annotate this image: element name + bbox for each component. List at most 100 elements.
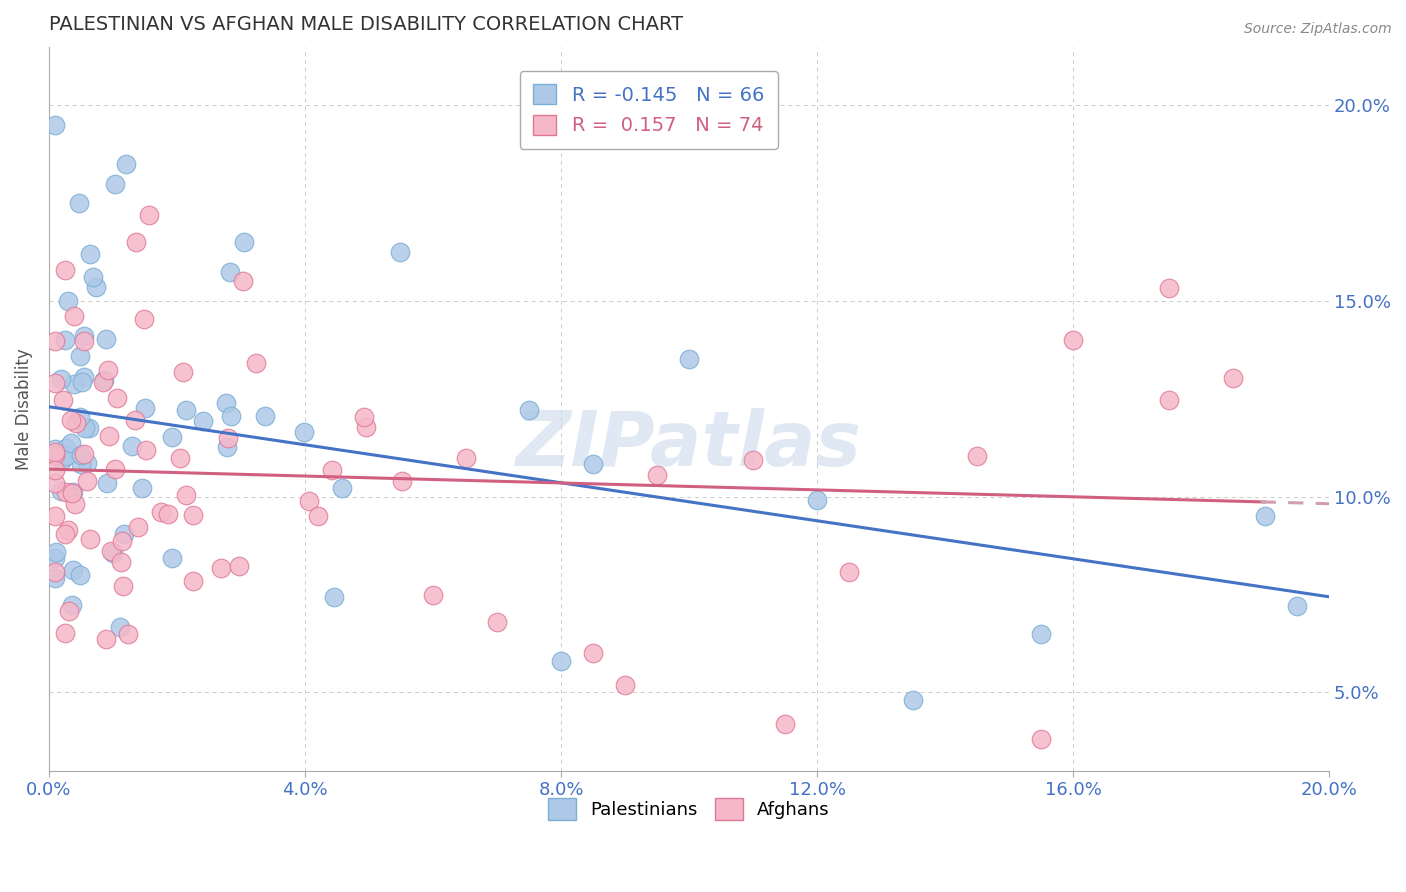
Y-axis label: Male Disability: Male Disability <box>15 348 32 469</box>
Point <box>1159 281 1181 295</box>
Point <box>127 520 149 534</box>
Point <box>298 494 321 508</box>
Point <box>73 334 96 348</box>
Point <box>49 483 72 498</box>
Point <box>1159 392 1181 407</box>
Point <box>63 497 86 511</box>
Point <box>806 493 828 508</box>
Point <box>60 599 83 613</box>
Point <box>70 375 93 389</box>
Point <box>73 369 96 384</box>
Point <box>157 507 180 521</box>
Point <box>124 235 146 250</box>
Point <box>245 356 267 370</box>
Point <box>742 453 765 467</box>
Point <box>96 632 118 646</box>
Point <box>228 558 250 573</box>
Point <box>60 486 83 500</box>
Point <box>84 279 107 293</box>
Text: PALESTINIAN VS AFGHAN MALE DISABILITY CORRELATION CHART: PALESTINIAN VS AFGHAN MALE DISABILITY CO… <box>49 15 683 34</box>
Point <box>112 527 135 541</box>
Point <box>60 413 83 427</box>
Point <box>218 264 240 278</box>
Point <box>69 349 91 363</box>
Point <box>53 625 76 640</box>
Point <box>70 457 93 471</box>
Point <box>678 351 700 366</box>
Point <box>45 544 67 558</box>
Point <box>456 451 478 466</box>
Point <box>160 551 183 566</box>
Point <box>134 401 156 416</box>
Point <box>55 484 77 499</box>
Point <box>1286 599 1309 614</box>
Point <box>117 627 139 641</box>
Point <box>614 677 637 691</box>
Point <box>44 509 66 524</box>
Point <box>181 574 204 588</box>
Point <box>62 563 84 577</box>
Point <box>44 551 66 566</box>
Point <box>60 436 83 450</box>
Point <box>356 419 378 434</box>
Point <box>838 566 860 580</box>
Point <box>131 482 153 496</box>
Point <box>44 476 66 491</box>
Point <box>389 245 412 260</box>
Point <box>422 588 444 602</box>
Point <box>62 377 84 392</box>
Point <box>82 269 104 284</box>
Legend: Palestinians, Afghans: Palestinians, Afghans <box>541 790 837 827</box>
Point <box>72 329 94 343</box>
Point <box>44 334 66 348</box>
Point <box>486 615 509 629</box>
Point <box>550 654 572 668</box>
Point <box>124 413 146 427</box>
Point <box>104 177 127 191</box>
Point <box>103 546 125 560</box>
Point <box>1254 509 1277 524</box>
Point <box>174 403 197 417</box>
Point <box>215 441 238 455</box>
Point <box>111 578 134 592</box>
Point <box>53 527 76 541</box>
Point <box>52 393 75 408</box>
Point <box>55 441 77 455</box>
Point <box>62 310 84 324</box>
Point <box>307 508 329 523</box>
Point <box>110 555 132 569</box>
Point <box>183 508 205 522</box>
Point <box>98 429 121 443</box>
Point <box>56 523 79 537</box>
Point <box>62 485 84 500</box>
Point <box>44 376 66 391</box>
Point <box>55 449 77 463</box>
Point <box>111 534 134 549</box>
Point <box>121 439 143 453</box>
Point <box>233 235 256 250</box>
Point <box>1029 732 1052 747</box>
Point <box>93 373 115 387</box>
Point <box>160 430 183 444</box>
Point <box>1029 626 1052 640</box>
Point <box>51 453 73 467</box>
Point <box>103 462 125 476</box>
Point <box>321 463 343 477</box>
Point <box>773 716 796 731</box>
Point <box>76 456 98 470</box>
Point <box>53 333 76 347</box>
Point <box>76 475 98 489</box>
Point <box>70 448 93 462</box>
Text: ZIPatlas: ZIPatlas <box>516 408 862 482</box>
Point <box>209 561 232 575</box>
Text: Source: ZipAtlas.com: Source: ZipAtlas.com <box>1244 22 1392 37</box>
Point <box>391 475 413 489</box>
Point <box>44 571 66 585</box>
Point <box>65 416 87 430</box>
Point <box>53 262 76 277</box>
Point <box>292 425 315 439</box>
Point <box>67 196 90 211</box>
Point <box>330 481 353 495</box>
Point <box>97 363 120 377</box>
Point <box>901 693 924 707</box>
